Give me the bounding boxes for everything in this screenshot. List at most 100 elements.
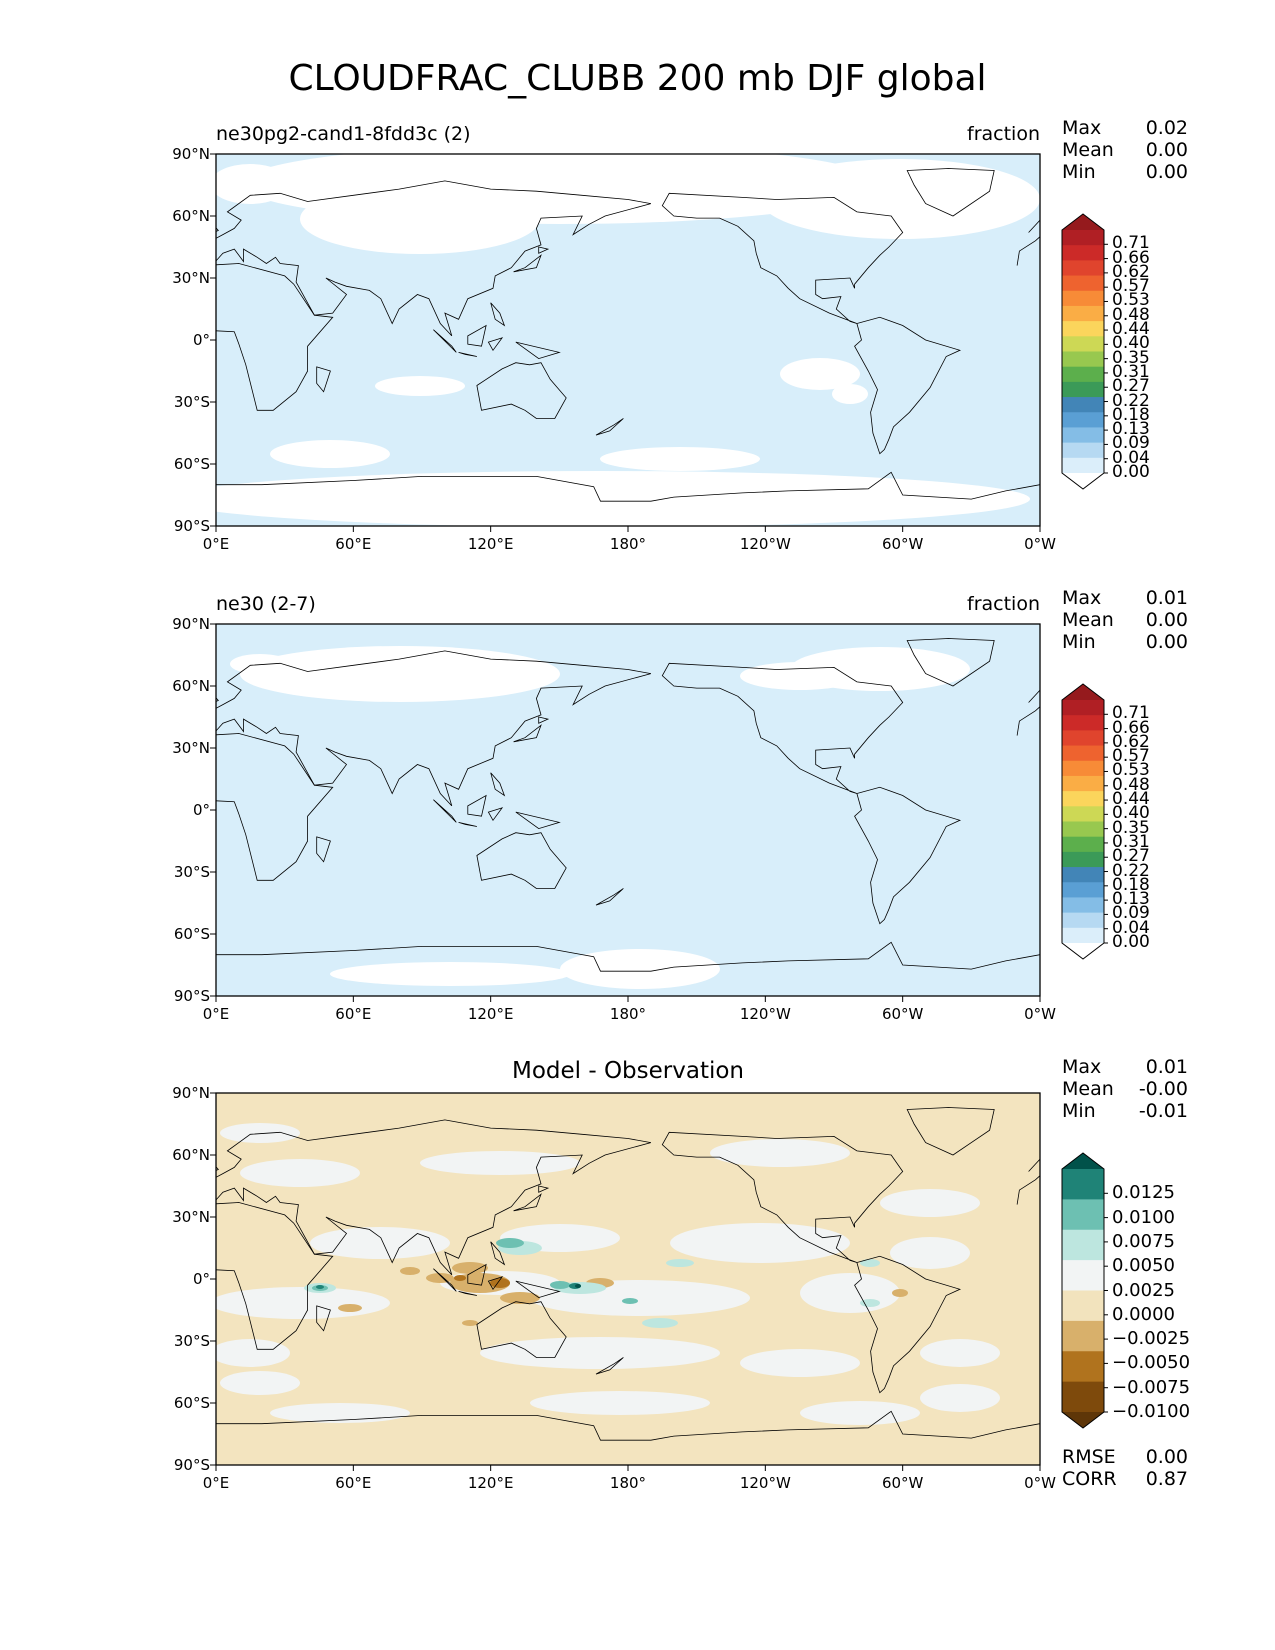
colorbar-segment	[1062, 836, 1104, 853]
panel-units: fraction	[967, 123, 1040, 145]
coastline-africa	[216, 1202, 334, 1350]
colorbar-segment	[1062, 412, 1104, 428]
coastline-island	[595, 418, 624, 436]
colorbar-segment	[1062, 715, 1104, 731]
near-zero-region	[890, 1237, 970, 1269]
colorbar-label: −0.0025	[1112, 1328, 1191, 1350]
colorbar-label: 0.0025	[1112, 1279, 1175, 1301]
coastline-europe_w	[1016, 706, 1040, 736]
positive-anomaly	[622, 1298, 638, 1304]
coastline-island	[595, 888, 624, 906]
coastline-samerica	[854, 1255, 962, 1394]
xtick-label: 60°W	[881, 1474, 924, 1492]
coastline-island	[490, 1241, 506, 1266]
colorbar-extend-min	[1062, 943, 1104, 959]
low-value-region	[600, 447, 760, 471]
panel-title-left: ne30 (2-7)	[216, 593, 316, 615]
colorbar-label: 0.09	[1112, 903, 1150, 924]
coastline-antarctica	[216, 1410, 1040, 1441]
positive-anomaly	[860, 1299, 880, 1307]
stat-value: 0.00	[1145, 139, 1188, 161]
coastline-namerica_e	[1028, 219, 1040, 233]
map-panel-2	[210, 623, 1108, 1002]
panel-units: fraction	[967, 593, 1040, 615]
near-zero-region	[920, 1339, 1000, 1367]
negative-anomaly	[454, 1275, 466, 1281]
stat-label: CORR	[1062, 1468, 1117, 1490]
coastline-greenland	[906, 168, 995, 217]
panel-title-left: ne30pg2-cand1-8fdd3c (2)	[216, 123, 471, 145]
colorbar-label: 0.22	[1112, 860, 1150, 881]
coastline-island	[538, 716, 550, 724]
coastline-africa	[216, 733, 334, 881]
xtick-label: 180°	[609, 1474, 647, 1492]
coastline-island	[515, 811, 561, 830]
coastline-island	[513, 724, 542, 743]
near-zero-region	[880, 1189, 980, 1217]
xtick-label: 0°E	[202, 535, 230, 553]
xtick-label: 120°W	[739, 1474, 791, 1492]
colorbar-label: 0.71	[1112, 703, 1150, 724]
ytick-label: 90°S	[173, 1456, 210, 1474]
figure-title: CLOUDFRAC_CLUBB 200 mb DJF global	[288, 58, 987, 99]
ytick-label: 90°S	[173, 987, 210, 1005]
near-zero-region	[216, 1339, 290, 1367]
colorbar-segment	[1062, 366, 1104, 383]
colorbar-label: 0.48	[1112, 774, 1150, 795]
colorbar-segment	[1062, 775, 1104, 792]
stat-label: Min	[1062, 1100, 1096, 1122]
colorbar-segment	[1062, 290, 1104, 307]
xtick-label: 60°E	[335, 1005, 372, 1023]
coastline-namerica_e	[1028, 1158, 1040, 1172]
coastline-namerica	[661, 662, 904, 794]
colorbar-label: 0.0125	[1112, 1182, 1175, 1204]
colorbar-extend-max	[1062, 684, 1104, 700]
ytick-label: 0°	[192, 1270, 210, 1288]
colorbar-segment	[1062, 1229, 1104, 1261]
coastline-samerica	[854, 316, 962, 455]
near-zero-region	[740, 1349, 860, 1377]
colorbar-segment	[1062, 1320, 1104, 1352]
near-zero-region	[216, 1287, 390, 1319]
ytick-label: 30°N	[172, 739, 210, 757]
coastline-island	[458, 352, 477, 357]
colorbar-segment	[1062, 442, 1104, 459]
near-zero-region	[920, 1384, 1000, 1412]
panel-title-center: Model - Observation	[511, 1058, 745, 1084]
stat-value: -0.00	[1138, 1078, 1188, 1100]
xtick-label: 180°	[609, 535, 647, 553]
ytick-label: 30°N	[172, 269, 210, 287]
colorbar-label: 0.04	[1112, 447, 1150, 468]
colorbar-segment	[1062, 1290, 1104, 1322]
colorbar-label: 0.0050	[1112, 1255, 1175, 1277]
low-value-region	[375, 376, 465, 396]
positive-anomaly	[550, 1281, 570, 1289]
stat-label: Max	[1062, 587, 1102, 609]
map-field-1	[216, 154, 1040, 526]
colorbar-label: −0.0050	[1112, 1352, 1191, 1374]
coastline-island	[467, 324, 487, 347]
near-zero-region	[240, 1159, 360, 1187]
colorbar-segment	[1062, 912, 1104, 929]
coastline-namerica	[661, 192, 904, 324]
xtick-label: 60°E	[335, 1474, 372, 1492]
coastline-island	[515, 1280, 561, 1299]
xtick-label: 0°E	[202, 1474, 230, 1492]
negative-anomaly	[462, 1320, 478, 1326]
low-value-region	[270, 440, 390, 468]
colorbar-label: 0.00	[1112, 462, 1150, 482]
negative-anomaly	[400, 1267, 420, 1275]
coastline-island	[538, 1185, 550, 1193]
xtick-label: 0°W	[1024, 1005, 1056, 1023]
ytick-label: 30°S	[173, 863, 210, 881]
colorbar-label: −0.0075	[1112, 1376, 1191, 1398]
coastlines	[216, 638, 1040, 972]
negative-anomaly	[452, 1262, 488, 1274]
colorbar-segment	[1062, 321, 1104, 337]
colorbar-segment	[1062, 882, 1104, 898]
xtick-label: 0°W	[1024, 1474, 1056, 1492]
near-zero-region	[670, 1223, 850, 1263]
ytick-label: 60°N	[172, 1146, 210, 1164]
xtick-label: 180°	[609, 1005, 647, 1023]
xtick-label: 60°W	[881, 1005, 924, 1023]
